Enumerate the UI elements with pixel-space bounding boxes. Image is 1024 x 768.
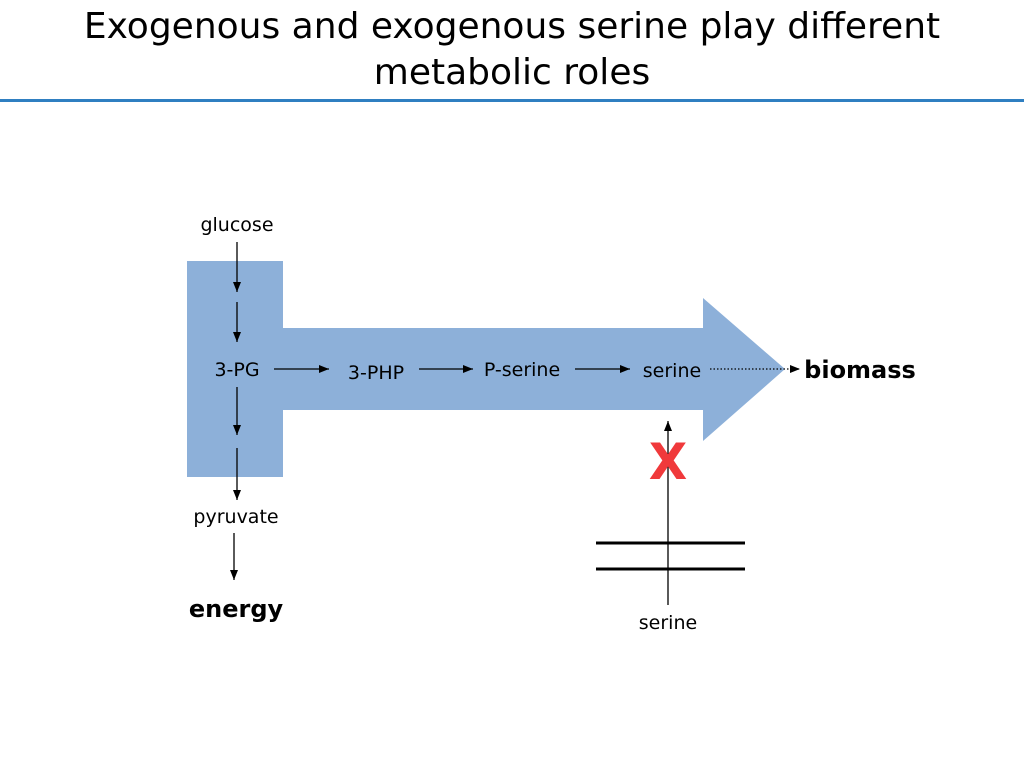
label-serine-external: serine	[639, 612, 697, 634]
title-divider	[0, 99, 1024, 102]
serine-synthesis-flux-arrow	[187, 261, 785, 477]
slide-title-line-2: metabolic roles	[373, 52, 651, 93]
label-glucose: glucose	[200, 214, 273, 236]
label-biomass: biomass	[804, 356, 916, 384]
label-3-pg: 3-PG	[214, 359, 259, 381]
label-serine-internal: serine	[643, 360, 701, 382]
label-p-serine: P-serine	[484, 359, 560, 381]
label-3-php: 3-PHP	[348, 362, 404, 384]
block-x-mark: X	[649, 433, 688, 491]
slide-title: Exogenous and exogenous serine play diff…	[0, 4, 1024, 96]
label-pyruvate: pyruvate	[193, 506, 278, 528]
label-energy: energy	[189, 595, 284, 623]
slide-title-line-1: Exogenous and exogenous serine play diff…	[83, 6, 941, 47]
